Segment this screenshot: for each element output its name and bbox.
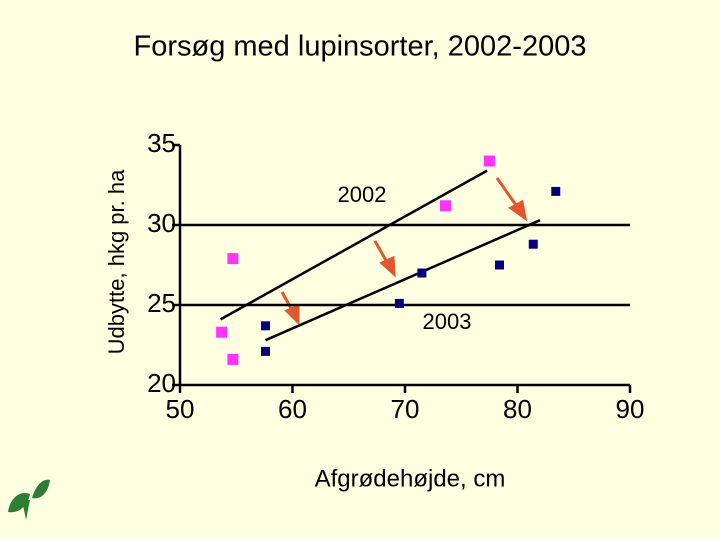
annotation: 2002 [338, 182, 387, 207]
x-axis-label: Afgrødehøjde, cm [315, 465, 506, 492]
point [216, 326, 228, 338]
leaf [32, 479, 50, 499]
arrow-head [508, 199, 528, 222]
y-tick-label: 25 [147, 288, 176, 318]
arrow-head [379, 255, 396, 278]
logo [8, 479, 50, 520]
x-tick-label: 90 [616, 394, 645, 424]
point [495, 260, 504, 270]
point [261, 321, 270, 331]
point [227, 353, 239, 365]
leaf [8, 492, 30, 513]
point [227, 253, 239, 265]
point [528, 239, 538, 249]
point [483, 155, 495, 167]
arrow [495, 177, 520, 209]
trend-line [219, 169, 488, 321]
arrows [280, 177, 528, 326]
stem [22, 500, 30, 520]
trend-line [264, 219, 541, 342]
point [261, 346, 270, 356]
x-tick-label: 60 [278, 394, 307, 424]
annotation: 2003 [423, 309, 472, 334]
point [417, 268, 427, 278]
point [551, 186, 561, 196]
x-tick-label: 50 [166, 394, 195, 424]
x-tick-label: 80 [503, 394, 532, 424]
x-tick-label: 70 [391, 394, 420, 424]
point [394, 298, 404, 308]
chart-title: Forsøg med lupinsorter, 2002-2003 [134, 31, 587, 63]
y-tick-label: 30 [147, 208, 176, 238]
y-tick-label: 20 [147, 368, 176, 398]
arrow-head [284, 303, 300, 326]
y-tick-label: 35 [147, 128, 176, 158]
point [440, 200, 451, 212]
y-axis-label: Udbytte, hkg pr. ha [104, 169, 129, 354]
